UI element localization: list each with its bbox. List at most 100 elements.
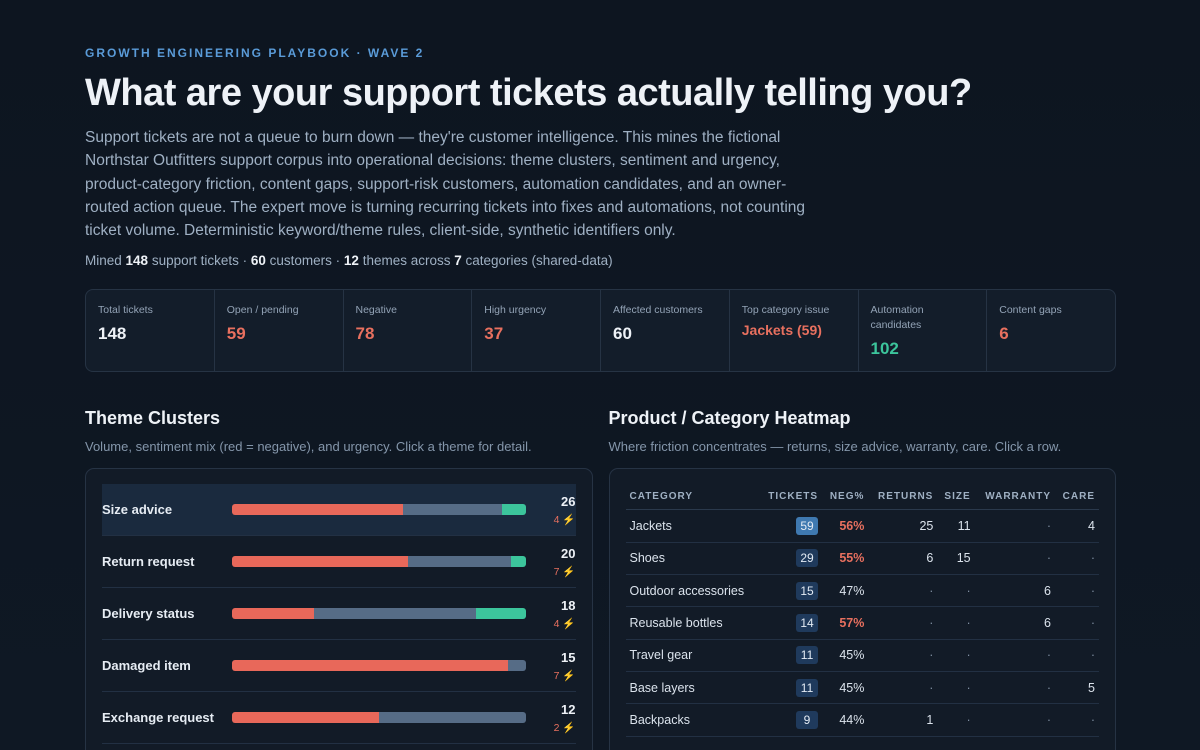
neg-pct-cell: 56%	[822, 509, 869, 543]
kpi-card: Content gaps 6	[987, 290, 1115, 371]
warranty-cell: ·	[974, 542, 1055, 576]
returns-cell: ·	[868, 606, 938, 640]
kpi-card: Negative 78	[344, 290, 473, 372]
returns-cell: 25	[868, 509, 938, 543]
returns-cell: 1	[868, 703, 938, 737]
neutral-segment	[314, 608, 476, 620]
care-cell: ·	[1055, 606, 1099, 640]
category-cell: Outdoor accessories	[625, 574, 760, 608]
warranty-cell: ·	[974, 671, 1055, 705]
care-cell: 4	[1055, 509, 1099, 543]
kpi-value: 37	[484, 324, 504, 344]
warranty-cell: 6	[974, 574, 1055, 608]
ticket-count-badge: 11	[796, 646, 819, 665]
size-cell: ·	[937, 639, 975, 672]
sentiment-bar	[232, 660, 526, 672]
heatmap-body: Jackets 59 56% 25 11 · 4 Shoes 29 55% 6 15 · · Outdoor…	[625, 509, 1099, 737]
sentiment-bar	[232, 556, 526, 568]
neutral-segment	[508, 660, 526, 672]
kpi-value: 6	[999, 324, 1009, 344]
column-header-warranty: WARRANTY	[974, 485, 1055, 511]
size-cell: ·	[937, 606, 975, 640]
category-cell: Backpacks	[625, 703, 760, 737]
theme-clusters-subtitle: Volume, sentiment mix (red = negative), …	[85, 439, 532, 455]
theme-count: 12	[561, 701, 576, 717]
size-cell: ·	[937, 574, 975, 608]
heatmap-panel: CATEGORY TICKETS NEG% RETURNS SIZE WARRANTY CA…	[608, 468, 1116, 750]
kpi-label: Content gaps	[999, 304, 1062, 317]
heatmap-row[interactable]: Jackets 59 56% 25 11 · 4	[625, 509, 1099, 543]
column-header-tickets: TICKETS	[759, 485, 823, 511]
heatmap-row[interactable]: Outdoor accessories 15 47% · · 6 ·	[625, 574, 1099, 608]
neg-pct-cell: 57%	[822, 606, 869, 640]
urgent-count: 2 ⚡	[553, 721, 576, 734]
category-heatmap-section: Product / Category Heatmap Where frictio…	[608, 408, 1116, 750]
returns-cell: ·	[868, 574, 938, 608]
heatmap-row[interactable]: Backpacks 9 44% 1 · · ·	[625, 703, 1099, 737]
kpi-card: High urgency 37	[472, 290, 601, 372]
kpi-label: Negative	[355, 304, 397, 317]
column-header-returns: RETURNS	[868, 485, 938, 511]
size-cell: 11	[937, 509, 975, 543]
returns-cell: 6	[868, 542, 938, 576]
size-cell: ·	[937, 703, 975, 737]
positive-segment	[511, 556, 526, 568]
ticket-count-badge: 11	[796, 678, 819, 697]
theme-name: Return request	[102, 554, 195, 570]
size-cell: ·	[937, 671, 975, 705]
theme-name: Damaged item	[102, 658, 191, 674]
theme-count: 15	[561, 649, 576, 665]
page-description: Support tickets are not a queue to burn …	[85, 129, 806, 240]
warranty-cell: ·	[974, 509, 1055, 543]
heatmap-row[interactable]: Reusable bottles 14 57% · · 6 ·	[625, 606, 1099, 640]
theme-row[interactable]: Return request 20 7 ⚡	[102, 536, 576, 589]
positive-segment	[502, 504, 526, 516]
neutral-segment	[408, 556, 512, 568]
kpi-label: Total tickets	[98, 304, 153, 317]
care-cell: ·	[1055, 574, 1099, 608]
mined-customers: 60	[250, 253, 266, 269]
ticket-count-badge: 9	[796, 710, 819, 729]
tickets-cell: 59	[759, 509, 823, 543]
kpi-card: Total tickets 148	[86, 290, 215, 372]
kpi-value: 59	[226, 324, 246, 344]
ticket-count-badge: 14	[796, 614, 819, 633]
category-cell: Shoes	[625, 542, 760, 576]
kpi-card: Affected customers 60	[601, 290, 730, 372]
mined-text: Mined	[85, 253, 126, 269]
category-cell: Jackets	[625, 509, 760, 543]
mined-text: categories (shared-data)	[461, 253, 613, 269]
theme-name: Exchange request	[102, 710, 214, 726]
ticket-count-badge: 29	[796, 549, 819, 568]
negative-segment	[232, 608, 315, 620]
heatmap-row[interactable]: Shoes 29 55% 6 15 · ·	[625, 542, 1099, 576]
heatmap-row[interactable]: Base layers 11 45% · · · 5	[625, 671, 1099, 705]
theme-row[interactable]: Size advice 26 4 ⚡	[102, 484, 576, 537]
theme-row[interactable]: Exchange request 12 2 ⚡	[102, 692, 576, 745]
theme-name: Size advice	[102, 502, 173, 518]
theme-clusters-panel: Size advice 26 4 ⚡ Return request 20 7 ⚡ Deliv…	[85, 468, 593, 750]
mined-themes: 12	[343, 253, 359, 269]
heatmap-row[interactable]: Travel gear 11 45% · · · ·	[625, 639, 1099, 672]
care-cell: 5	[1055, 671, 1099, 705]
kpi-value: Jackets (59)	[741, 322, 822, 339]
neg-pct-cell: 44%	[822, 703, 869, 737]
theme-stats: 18 4 ⚡	[526, 598, 576, 630]
care-cell: ·	[1055, 542, 1099, 576]
eyebrow: GROWTH ENGINEERING PLAYBOOK · WAVE 2	[85, 46, 425, 60]
theme-row[interactable]: Damaged item 15 7 ⚡	[102, 640, 576, 693]
warranty-cell: 6	[974, 606, 1055, 640]
warranty-cell: ·	[974, 703, 1055, 737]
heatmap-header-row: CATEGORY TICKETS NEG% RETURNS SIZE WARRANTY CA…	[625, 485, 1099, 511]
category-cell: Base layers	[625, 671, 760, 705]
theme-count: 20	[561, 545, 576, 561]
kpi-card: Open / pending 59	[215, 290, 344, 372]
heatmap-subtitle: Where friction concentrates — returns, s…	[608, 439, 1062, 455]
neg-pct-cell: 45%	[822, 671, 869, 705]
theme-row[interactable]: Delivery status 18 4 ⚡	[102, 588, 576, 641]
category-cell: Travel gear	[625, 639, 760, 672]
theme-stats: 15 7 ⚡	[526, 650, 576, 682]
theme-stats: 12 2 ⚡	[526, 702, 576, 734]
tickets-cell: 15	[759, 574, 823, 608]
neg-pct-cell: 47%	[822, 574, 869, 608]
